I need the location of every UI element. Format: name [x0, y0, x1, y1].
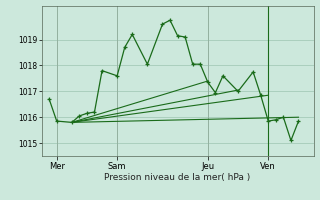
X-axis label: Pression niveau de la mer( hPa ): Pression niveau de la mer( hPa ) — [104, 173, 251, 182]
